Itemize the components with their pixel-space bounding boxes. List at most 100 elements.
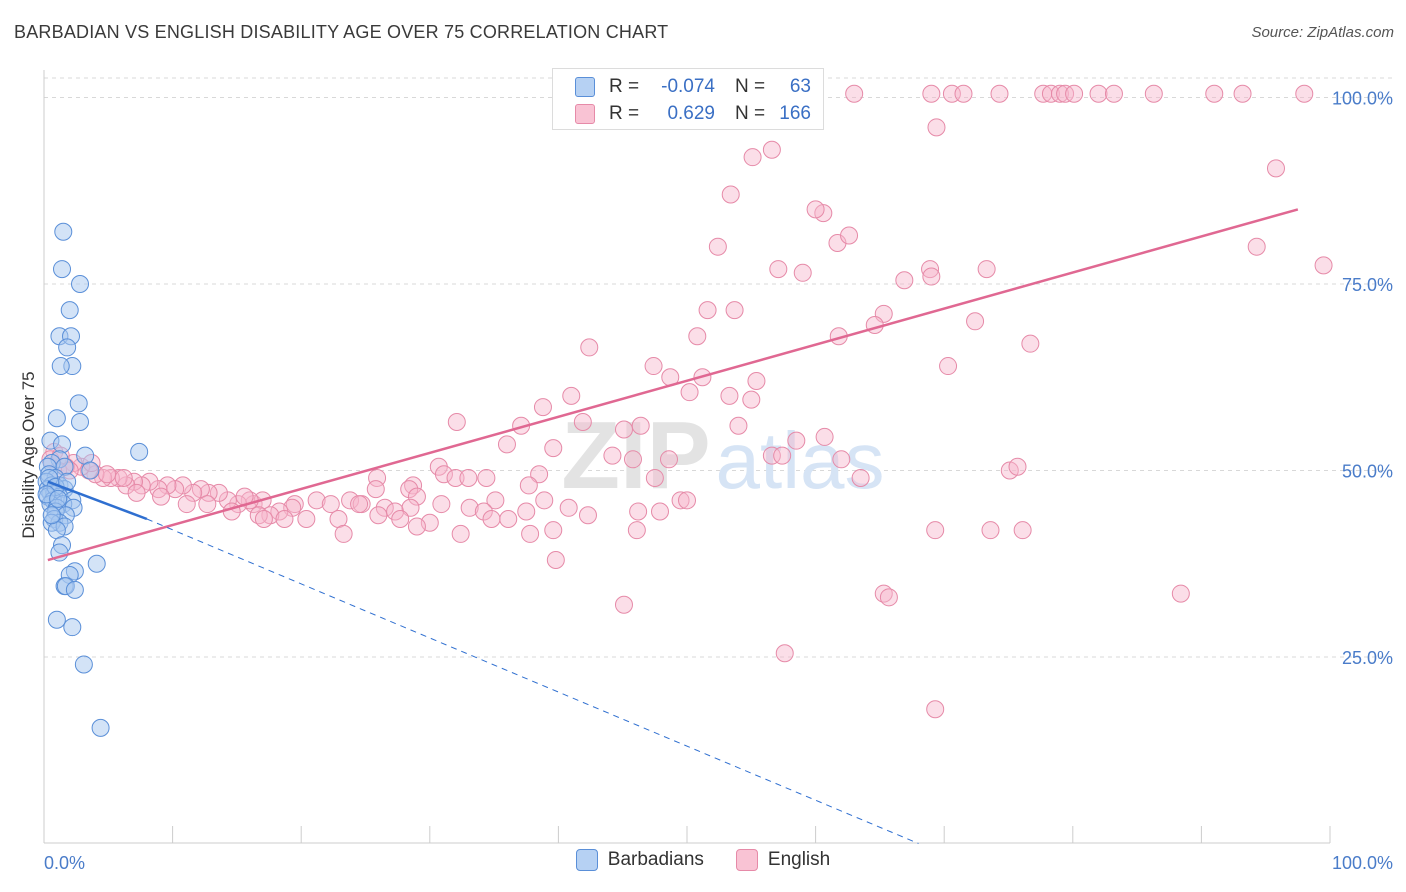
english-point	[927, 118, 946, 137]
english-point	[1266, 159, 1285, 178]
english-point	[1013, 521, 1032, 540]
grid-layer	[44, 77, 1392, 658]
barbadian-point	[60, 301, 79, 320]
english-point	[1089, 84, 1108, 103]
english-point	[990, 84, 1009, 103]
english-point	[517, 502, 536, 521]
english-point	[631, 416, 650, 435]
trend-layer	[47, 208, 1299, 844]
english-point	[184, 483, 203, 502]
barbadian-points	[37, 222, 149, 737]
watermark-atlas: atlas	[716, 416, 885, 505]
english-point	[1008, 457, 1027, 476]
english-point	[851, 468, 870, 487]
english-point	[562, 386, 581, 405]
barbadian-point	[58, 338, 77, 357]
english-point	[521, 524, 540, 543]
english-point	[407, 487, 426, 506]
r-value: 0.629	[667, 103, 715, 124]
watermark: ZIP atlas	[561, 402, 884, 509]
english-point	[533, 398, 552, 417]
series-legend: Barbadians English	[0, 849, 1406, 871]
chart-source: Source: ZipAtlas.com	[1251, 24, 1394, 41]
barbadian-point	[87, 554, 106, 573]
english-point	[671, 491, 690, 510]
barbadian-point	[74, 655, 93, 674]
english-point	[845, 84, 864, 103]
english-point	[921, 260, 940, 279]
english-point	[432, 495, 451, 514]
legend-label-english: English	[767, 849, 831, 870]
axes-layer: 25.0% 50.0% 75.0% 100.0%	[43, 70, 1393, 844]
barbadian-point	[91, 718, 110, 737]
english-point	[680, 383, 699, 402]
english-point	[922, 267, 941, 286]
barbadian-point	[51, 357, 70, 376]
barbadian-point	[69, 394, 88, 413]
english-point	[840, 226, 859, 245]
english-point	[149, 480, 168, 499]
n-label: N =	[735, 76, 766, 97]
english-point	[499, 509, 518, 528]
english-point	[98, 465, 117, 484]
english-point	[1021, 334, 1040, 353]
english-point	[1171, 584, 1190, 603]
barbadian-point	[47, 409, 66, 428]
barbadian-trend-line	[47, 480, 148, 521]
english-point	[627, 521, 646, 540]
english-point	[459, 468, 478, 487]
barbadian-point	[54, 222, 73, 241]
english-point	[254, 509, 273, 528]
english-point	[966, 312, 985, 331]
x-tick-label-max: 100.0%	[1332, 853, 1393, 873]
barbadian-trend-extension	[146, 518, 919, 844]
english-point	[806, 200, 825, 219]
english-swatch	[575, 104, 595, 124]
barbadian-point	[71, 413, 90, 432]
english-point	[407, 517, 426, 536]
english-point	[366, 480, 385, 499]
english-point	[793, 263, 812, 282]
english-point	[775, 644, 794, 663]
english-point	[1050, 84, 1069, 103]
english-point	[434, 465, 453, 484]
english-point	[787, 431, 806, 450]
n-value: 166	[779, 103, 811, 124]
english-point	[275, 509, 294, 528]
n-value: 63	[789, 76, 811, 97]
english-point	[926, 700, 945, 719]
y-axis-label: Disability Age Over 75	[19, 371, 38, 538]
stats-row-barbadians: R = -0.074 N = 63	[575, 73, 811, 101]
english-point	[721, 185, 740, 204]
english-point	[1314, 256, 1333, 275]
english-point	[743, 148, 762, 167]
english-point	[650, 502, 669, 521]
english-point	[981, 521, 1000, 540]
english-point	[747, 371, 766, 390]
english-point	[519, 476, 538, 495]
y-tick-label: 25.0%	[1342, 648, 1393, 668]
barbadians-legend-swatch	[575, 849, 598, 871]
english-point	[769, 260, 788, 279]
english-point	[109, 468, 128, 487]
barbadians-swatch	[575, 77, 595, 97]
y-tick-label: 75.0%	[1342, 275, 1393, 295]
english-point	[350, 495, 369, 514]
english-point	[341, 491, 360, 510]
english-point	[954, 84, 973, 103]
english-point	[535, 491, 554, 510]
english-point	[645, 468, 664, 487]
barbadian-point	[47, 521, 66, 540]
barbadian-point	[76, 446, 95, 465]
english-point	[486, 491, 505, 510]
english-point	[573, 413, 592, 432]
english-point	[939, 357, 958, 376]
english-point	[209, 483, 228, 502]
english-point	[400, 480, 419, 499]
english-point	[773, 446, 792, 465]
english-point	[659, 450, 678, 469]
legend-label-barbadians: Barbadians	[607, 849, 704, 870]
english-point	[580, 338, 599, 357]
english-point	[614, 420, 633, 439]
